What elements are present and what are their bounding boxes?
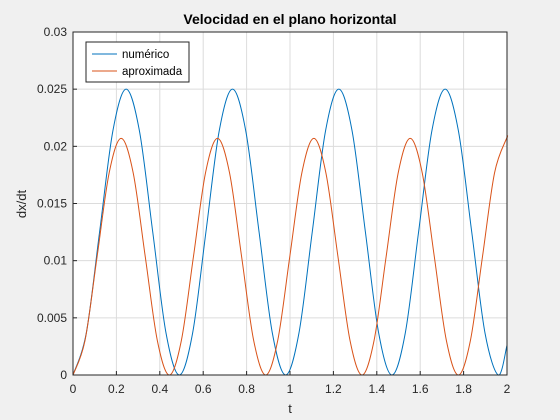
x-tick-label: 1.4 (368, 382, 385, 396)
x-tick-label: 1 (287, 382, 294, 396)
legend-entry: numérico (122, 49, 169, 61)
y-tick-label: 0.025 (37, 82, 67, 96)
x-tick-label: 0.8 (238, 382, 255, 396)
chart-title: Velocidad en el plano horizontal (183, 11, 396, 27)
x-axis-label: t (288, 401, 292, 416)
x-tick-label: 0.4 (151, 382, 168, 396)
y-axis-label: dx/dt (14, 190, 29, 219)
y-tick-label: 0.02 (44, 139, 68, 153)
ticks: 0 0.2 0.4 0.6 0.8 1 1.2 1.4 1.6 1.8 2 0 0.005 0.01 0.0… (37, 25, 511, 396)
legend-entry: aproximada (122, 66, 183, 78)
y-tick-label: 0.03 (44, 25, 68, 39)
x-tick-label: 0 (70, 382, 77, 396)
x-tick-label: 1.2 (325, 382, 342, 396)
y-tick-label: 0.005 (37, 311, 67, 325)
series-line-numerico (72, 88, 508, 376)
y-tick-label: 0.015 (37, 197, 67, 211)
series-layer (72, 88, 509, 376)
x-tick-label: 0.6 (195, 382, 212, 396)
x-tick-label: 0.2 (108, 382, 125, 396)
legend-box (85, 41, 190, 83)
legend[interactable]: numérico aproximada (85, 41, 190, 83)
series-line-aproximada (72, 135, 509, 376)
x-tick-label: 1.6 (412, 382, 429, 396)
x-tick-label: 1.8 (455, 382, 472, 396)
x-tick-label: 2 (504, 382, 511, 396)
y-tick-label: 0 (60, 368, 67, 382)
y-tick-label: 0.01 (44, 254, 68, 268)
